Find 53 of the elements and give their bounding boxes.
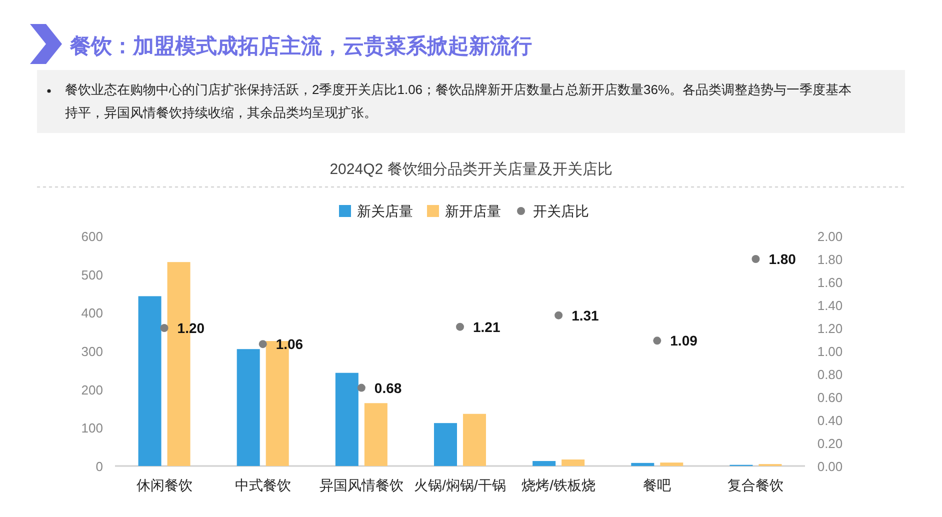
data-label: 1.09	[670, 332, 698, 349]
data-label: 1.31	[572, 307, 600, 324]
bar	[463, 414, 486, 466]
bar	[236, 349, 260, 466]
legend-label: 新关店量	[357, 203, 413, 219]
x-tick-label: 中式餐饮	[234, 477, 291, 493]
point	[653, 336, 662, 345]
x-tick-label: 烧烤/铁板烧	[522, 477, 596, 493]
y2-tick-label: 1.60	[817, 275, 843, 290]
bar	[532, 461, 556, 466]
y-tick-label: 100	[81, 420, 103, 436]
x-tick-label: 火锅/焖锅/干锅	[414, 477, 506, 493]
bar	[562, 459, 585, 466]
data-label: 1.21	[473, 318, 500, 335]
y-tick-label: 500	[81, 267, 103, 282]
x-tick-label: 餐吧	[643, 477, 672, 493]
point	[160, 324, 168, 332]
bar	[434, 423, 457, 466]
y2-tick-label: 0.20	[817, 436, 843, 451]
data-label: 1.80	[768, 251, 796, 267]
data-label: 0.68	[374, 380, 402, 396]
y-tick-label: 0	[96, 459, 103, 474]
y2-tick-label: 0.40	[817, 413, 843, 428]
y2-tick-label: 0.60	[817, 390, 843, 405]
point	[357, 384, 366, 392]
y2-tick-label: 1.00	[817, 344, 843, 359]
bar	[335, 372, 358, 466]
x-tick-label: 休闲餐饮	[136, 477, 192, 493]
y-tick-label: 300	[81, 344, 103, 359]
point	[456, 322, 464, 331]
point	[554, 311, 563, 320]
chart-subtitle: 2024Q2 餐饮细分品类开关店量及开关店比	[330, 161, 612, 178]
y2-tick-label: 2.00	[817, 229, 843, 244]
point	[258, 340, 267, 348]
legend-label: 新开店量	[445, 203, 501, 219]
x-tick-label: 异国风情餐饮	[319, 477, 404, 493]
bar	[631, 462, 654, 466]
y2-tick-label: 0.80	[817, 367, 843, 382]
y-tick-label: 600	[81, 229, 103, 244]
bar	[364, 403, 388, 466]
bar	[660, 462, 684, 466]
legend-label: 开关店比	[533, 203, 589, 219]
y2-tick-label: 1.20	[817, 321, 843, 336]
y-tick-label: 200	[81, 382, 103, 398]
point	[752, 255, 760, 263]
y2-tick-label: 1.40	[817, 298, 843, 313]
y2-tick-label: 1.80	[817, 252, 843, 267]
chart-title: 餐饮：加盟模式成拓店主流，云贵菜系掀起新流行	[69, 34, 532, 58]
y2-tick-label: 0.00	[817, 459, 843, 474]
bar	[138, 296, 162, 466]
x-tick-label: 复合餐饮	[728, 477, 784, 493]
y-tick-label: 400	[81, 306, 103, 321]
text: 餐饮业态在购物中心的门店扩张保持活跃，2季度开关店比1.06；餐饮品牌新开店数量占总新开店数量36%。各品类调整趋势与一季度基本持平，异国风情餐饮持续收缩，其余品类均呈现扩张。	[65, 81, 853, 122]
